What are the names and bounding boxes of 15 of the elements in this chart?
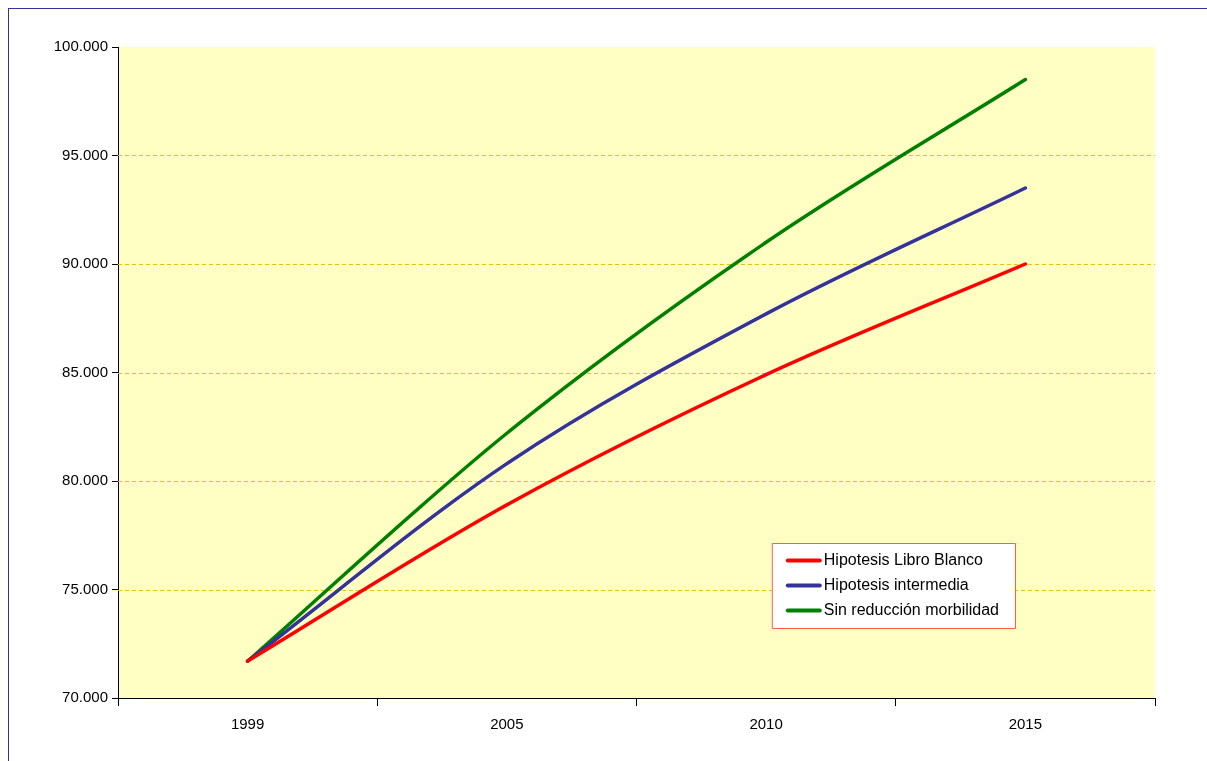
x-tick-label: 2010 (749, 715, 783, 733)
line-series (245, 262, 1028, 663)
y-tick-label: 85.000 (62, 362, 108, 380)
y-tick-label: 90.000 (62, 254, 108, 272)
x-tick-label: 2005 (490, 715, 524, 733)
y-tick-label: 95.000 (62, 145, 108, 163)
y-tick-label: 75.000 (62, 579, 108, 597)
x-tick-label: 2015 (1008, 715, 1043, 733)
x-tick-label: 1999 (230, 715, 265, 733)
y-tick-label: 100.000 (53, 37, 108, 55)
legend-label: Hipotesis intermedia (823, 575, 969, 593)
y-tick-label: 70.000 (62, 688, 108, 706)
y-tick-label: 80.000 (62, 471, 108, 489)
legend-label: Sin reducción morbilidad (823, 600, 999, 618)
legend-label: Hipotesis Libro Blanco (823, 550, 984, 568)
